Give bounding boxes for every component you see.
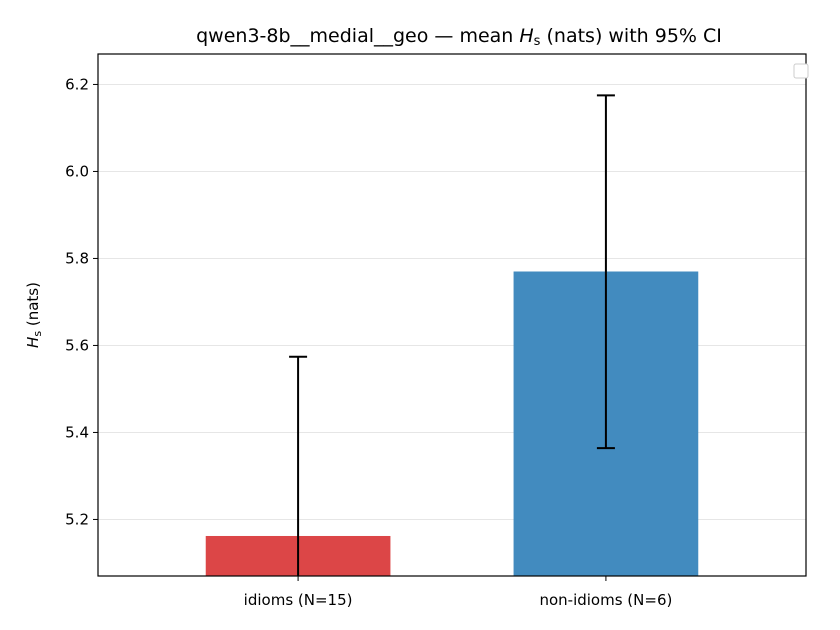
x-tick-label: idioms (N=15) bbox=[244, 591, 353, 609]
chart-title-subscript: s bbox=[534, 34, 541, 49]
grid-lines bbox=[98, 83, 806, 520]
y-tick-label: 5.2 bbox=[65, 510, 89, 528]
y-tick-label: 6.0 bbox=[65, 162, 89, 180]
y-ticks: 5.2 5.4 5.6 5.8 6.0 6.2 bbox=[65, 75, 98, 528]
bars bbox=[205, 271, 699, 576]
x-tick-label: non-idioms (N=6) bbox=[539, 591, 672, 609]
error-bars bbox=[289, 94, 615, 576]
x-ticks: idioms (N=15) non-idioms (N=6) bbox=[244, 576, 672, 609]
chart-title: qwen3-8b__medial__geo — mean Hs (nats) w… bbox=[196, 25, 722, 49]
y-axis-label: Hs (nats) bbox=[24, 282, 44, 348]
y-axis-label-symbol: H bbox=[24, 337, 42, 348]
y-tick-label: 5.6 bbox=[65, 336, 89, 354]
y-tick-label: 5.8 bbox=[65, 249, 89, 267]
y-axis-label-suffix: (nats) bbox=[24, 282, 42, 331]
legend-box bbox=[793, 63, 809, 79]
y-tick-label: 6.2 bbox=[65, 75, 89, 93]
y-axis-label-subscript: s bbox=[31, 331, 44, 337]
y-tick-label: 5.4 bbox=[65, 423, 89, 441]
chart-title-suffix: (nats) with 95% CI bbox=[540, 25, 721, 47]
plot-frame bbox=[97, 53, 807, 577]
chart-title-symbol: H bbox=[519, 25, 533, 47]
chart-title-prefix: qwen3-8b__medial__geo — mean bbox=[196, 25, 519, 47]
